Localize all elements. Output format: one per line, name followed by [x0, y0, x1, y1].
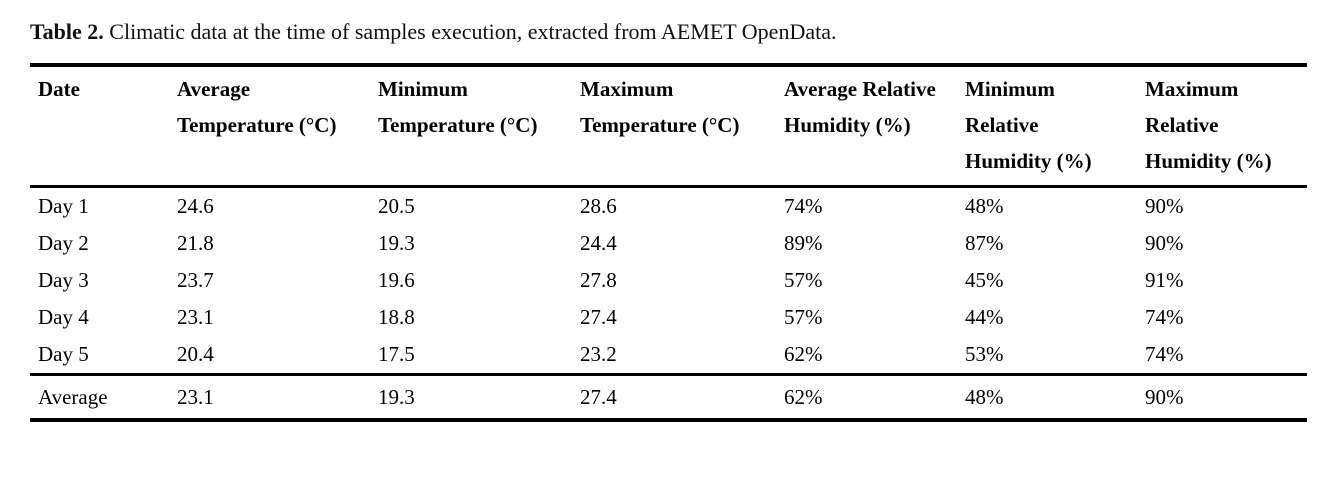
table-cell: 90%: [1137, 373, 1307, 420]
table-caption-text: Climatic data at the time of samples exe…: [103, 19, 837, 44]
table-cell: 89%: [784, 231, 823, 255]
table-cell: 23.1: [177, 305, 214, 329]
table-cell: 57%: [784, 305, 823, 329]
table-cell: 27.8: [580, 268, 617, 292]
table-row: Day 3 23.7 19.6 27.8 57% 45% 91%: [30, 262, 1307, 299]
table-cell: 19.3: [378, 231, 415, 255]
column-header-max-temperature: Maximum Temperature (°C): [572, 65, 776, 188]
column-header-date: Date: [30, 65, 169, 188]
table-cell: 19.3: [370, 373, 572, 420]
table-cell: 18.8: [378, 305, 415, 329]
table-cell: 28.6: [580, 194, 617, 218]
table-cell: 17.5: [378, 342, 415, 366]
table-row: Day 2 21.8 19.3 24.4 89% 87% 90%: [30, 225, 1307, 262]
table-cell: Day 1: [38, 194, 89, 218]
column-header-avg-humidity: Average Relative Humidity (%): [776, 65, 957, 188]
table-body: Day 1 24.6 20.5 28.6 74% 48% 90% Day 2 2…: [30, 187, 1307, 420]
table-cell: Average: [30, 373, 169, 420]
table-cell: 23.7: [177, 268, 214, 292]
table-cell: 90%: [1145, 231, 1184, 255]
table-cell: Day 2: [38, 231, 89, 255]
table-cell: 27.4: [580, 305, 617, 329]
climatic-data-table: Date Average Temperature (°C) Minimum Te…: [30, 63, 1307, 422]
table-cell: 91%: [1145, 268, 1184, 292]
table-cell: 27.4: [572, 373, 776, 420]
table-cell: 24.6: [177, 194, 214, 218]
table-cell: 62%: [776, 373, 957, 420]
page: Table 2. Climatic data at the time of sa…: [30, 18, 1307, 422]
table-cell: Day 4: [38, 305, 89, 329]
table-cell: 23.2: [580, 342, 617, 366]
table-cell: Day 3: [38, 268, 89, 292]
column-header-avg-temperature: Average Temperature (°C): [169, 65, 370, 188]
table-cell: 90%: [1145, 194, 1184, 218]
column-header-min-temperature: Minimum Temperature (°C): [370, 65, 572, 188]
table-cell: 19.6: [378, 268, 415, 292]
table-cell: Day 5: [38, 342, 89, 366]
table-cell: 44%: [965, 305, 1004, 329]
table-cell: 74%: [1145, 342, 1184, 366]
table-cell: 48%: [965, 194, 1004, 218]
column-header-min-humidity: Minimum Relative Humidity (%): [957, 65, 1137, 188]
table-cell: 57%: [784, 268, 823, 292]
table-cell: 45%: [965, 268, 1004, 292]
table-cell: 21.8: [177, 231, 214, 255]
table-header: Date Average Temperature (°C) Minimum Te…: [30, 65, 1307, 188]
table-cell: 53%: [965, 342, 1004, 366]
table-row: Day 1 24.6 20.5 28.6 74% 48% 90%: [30, 187, 1307, 226]
table-cell: 24.4: [580, 231, 617, 255]
table-row: Day 5 20.4 17.5 23.2 62% 53% 74%: [30, 336, 1307, 375]
table-cell: 62%: [784, 342, 823, 366]
table-cell: 20.5: [378, 194, 415, 218]
table-row: Day 4 23.1 18.8 27.4 57% 44% 74%: [30, 299, 1307, 336]
table-caption: Table 2. Climatic data at the time of sa…: [30, 18, 1307, 46]
table-cell: 20.4: [177, 342, 214, 366]
table-cell: 74%: [784, 194, 823, 218]
table-cell: 23.1: [169, 373, 370, 420]
table-caption-label: Table 2.: [30, 19, 104, 44]
table-footer-row: Average 23.1 19.3 27.4 62% 48% 90%: [30, 373, 1307, 420]
table-cell: 87%: [965, 231, 1004, 255]
column-header-max-humidity: Maximum Relative Humidity (%): [1137, 65, 1307, 188]
table-cell: 48%: [957, 373, 1137, 420]
table-header-row: Date Average Temperature (°C) Minimum Te…: [30, 65, 1307, 188]
table-cell: 74%: [1145, 305, 1184, 329]
